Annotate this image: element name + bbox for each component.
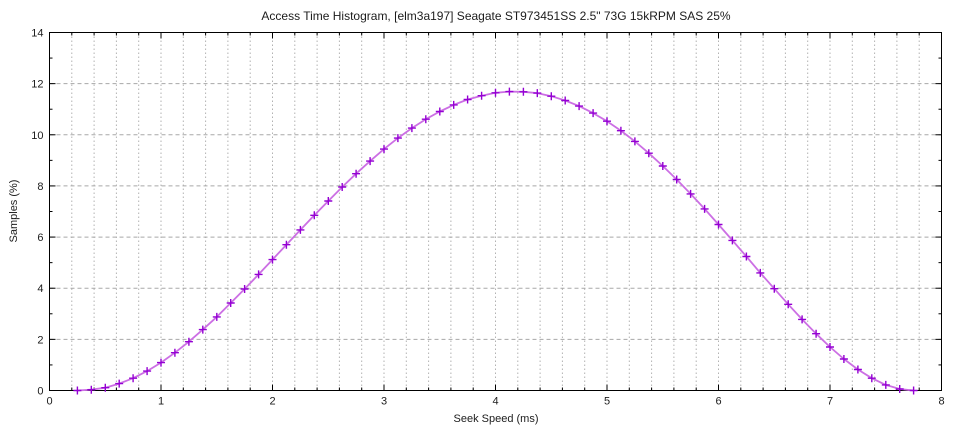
svg-text:4: 4 xyxy=(492,396,498,408)
svg-text:1: 1 xyxy=(158,396,164,408)
svg-text:8: 8 xyxy=(37,181,43,193)
svg-text:5: 5 xyxy=(604,396,610,408)
svg-text:14: 14 xyxy=(31,28,43,40)
series-markers xyxy=(73,87,918,395)
plot-frame xyxy=(49,32,942,391)
svg-text:3: 3 xyxy=(381,396,387,408)
svg-text:10: 10 xyxy=(31,130,43,142)
svg-text:8: 8 xyxy=(938,396,944,408)
svg-text:12: 12 xyxy=(31,79,43,91)
x-axis-label: Seek Speed (ms) xyxy=(453,413,539,425)
svg-text:6: 6 xyxy=(715,396,721,408)
chart-title: Access Time Histogram, [elm3a197] Seagat… xyxy=(261,9,731,23)
svg-text:2: 2 xyxy=(37,334,43,346)
x-tick-labels: 0 1 2 3 4 5 6 7 8 xyxy=(46,396,944,408)
svg-text:7: 7 xyxy=(827,396,833,408)
y-tick-labels: 0 2 4 6 8 10 12 14 xyxy=(31,28,43,398)
svg-text:6: 6 xyxy=(37,232,43,244)
svg-text:4: 4 xyxy=(37,283,43,295)
svg-text:0: 0 xyxy=(37,386,43,398)
svg-text:2: 2 xyxy=(269,396,275,408)
x-gridlines xyxy=(71,32,920,391)
svg-text:0: 0 xyxy=(46,396,52,408)
y-gridlines xyxy=(49,83,942,340)
